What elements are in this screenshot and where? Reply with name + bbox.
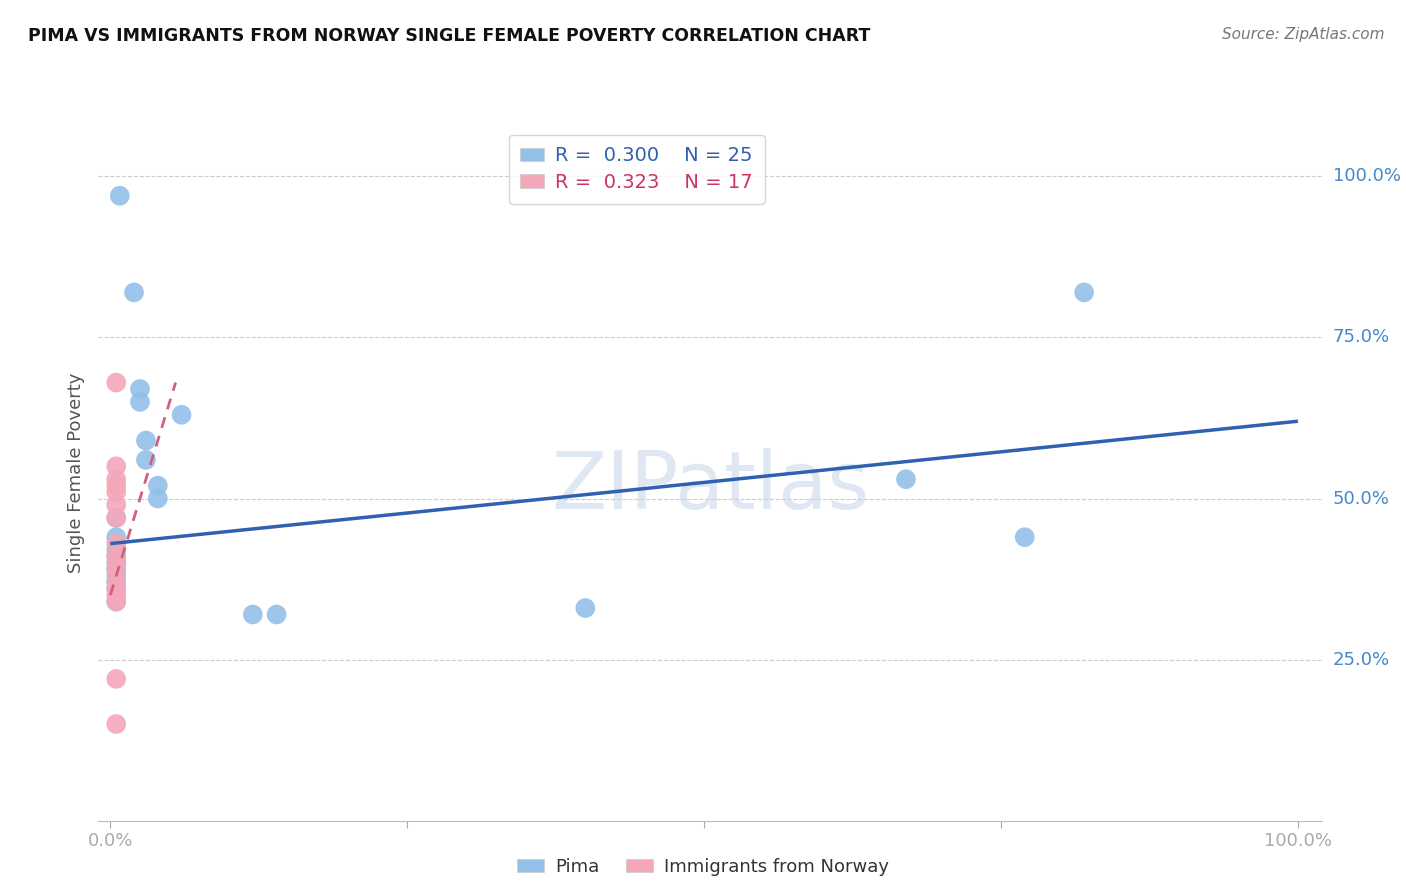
Legend: R =  0.300    N = 25, R =  0.323    N = 17: R = 0.300 N = 25, R = 0.323 N = 17 <box>509 135 765 203</box>
Point <box>105 549 128 564</box>
Point <box>105 556 128 570</box>
Point <box>105 543 128 558</box>
Point <box>105 717 128 731</box>
Point <box>122 285 145 300</box>
Point <box>105 588 128 602</box>
Point <box>105 594 128 608</box>
Y-axis label: Single Female Poverty: Single Female Poverty <box>66 373 84 573</box>
Point <box>105 549 128 564</box>
Point <box>105 672 128 686</box>
Text: PIMA VS IMMIGRANTS FROM NORWAY SINGLE FEMALE POVERTY CORRELATION CHART: PIMA VS IMMIGRANTS FROM NORWAY SINGLE FE… <box>28 27 870 45</box>
Point <box>105 472 128 486</box>
Legend: Pima, Immigrants from Norway: Pima, Immigrants from Norway <box>510 851 896 883</box>
Point <box>146 478 169 492</box>
Point <box>105 594 128 608</box>
Point <box>1014 530 1036 544</box>
Point <box>105 575 128 590</box>
Point <box>266 607 288 622</box>
Text: ZIPatlas: ZIPatlas <box>551 448 869 525</box>
Point <box>105 536 128 550</box>
Point <box>105 478 128 492</box>
Point <box>105 485 128 500</box>
Point <box>894 472 917 486</box>
Text: 25.0%: 25.0% <box>1333 650 1391 669</box>
Point <box>105 582 128 596</box>
Point <box>135 453 157 467</box>
Point <box>105 562 128 576</box>
Point <box>108 188 131 202</box>
Text: 50.0%: 50.0% <box>1333 490 1389 508</box>
Point <box>105 511 128 525</box>
Point <box>105 569 128 583</box>
Text: 100.0%: 100.0% <box>1333 168 1400 186</box>
Point <box>135 434 157 448</box>
Point <box>105 498 128 512</box>
Point <box>105 459 128 474</box>
Point <box>105 530 128 544</box>
Point <box>105 511 128 525</box>
Text: 75.0%: 75.0% <box>1333 328 1391 346</box>
Point <box>105 582 128 596</box>
Point <box>574 601 596 615</box>
Point <box>105 575 128 590</box>
Point <box>1073 285 1095 300</box>
Point <box>105 562 128 576</box>
Text: Source: ZipAtlas.com: Source: ZipAtlas.com <box>1222 27 1385 42</box>
Point <box>242 607 264 622</box>
Point <box>129 395 152 409</box>
Point <box>146 491 169 506</box>
Point <box>105 376 128 390</box>
Point <box>105 556 128 570</box>
Point <box>129 382 152 396</box>
Point <box>170 408 193 422</box>
